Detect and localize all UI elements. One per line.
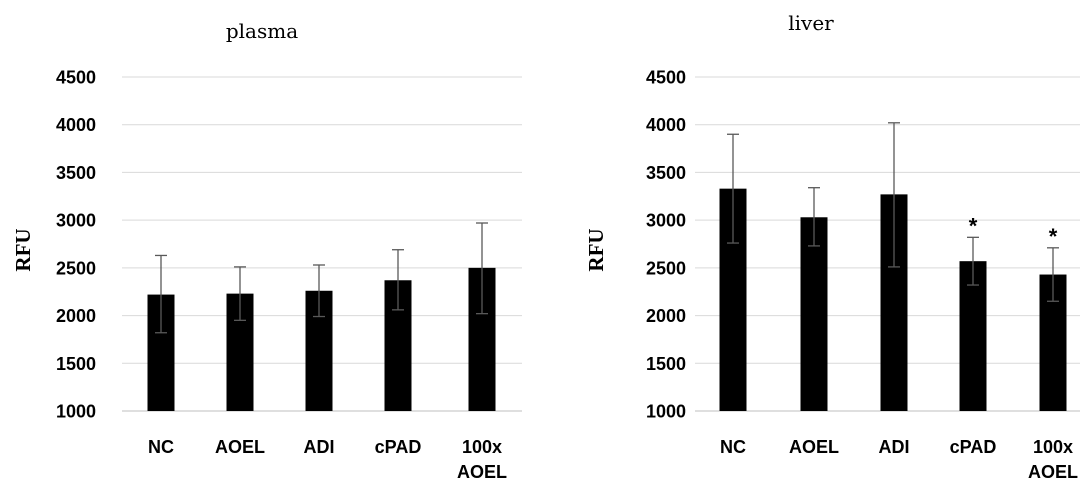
- bar: [800, 217, 828, 411]
- x-tick-label: AOEL: [1028, 462, 1078, 482]
- y-tick-label: 3500: [646, 163, 686, 183]
- y-tick-label: 3500: [56, 163, 96, 183]
- x-tick-label: AOEL: [215, 437, 265, 457]
- y-axis-label: RFU: [11, 228, 35, 271]
- x-tick-label: cPAD: [950, 437, 997, 457]
- significance-marker: *: [969, 213, 978, 238]
- x-tick-label: cPAD: [375, 437, 422, 457]
- y-tick-label: 1500: [56, 354, 96, 374]
- y-tick-label: 4500: [646, 68, 686, 88]
- chart-title: liver: [788, 11, 834, 35]
- bar: [959, 261, 987, 411]
- y-tick-label: 2000: [56, 306, 96, 326]
- x-tick-label: NC: [148, 437, 174, 457]
- x-tick-label: NC: [720, 437, 746, 457]
- y-tick-label: 4000: [56, 115, 96, 135]
- y-tick-label: 2500: [646, 258, 686, 278]
- y-tick-label: 4000: [646, 115, 686, 135]
- chart-title: plasma: [226, 19, 298, 43]
- y-tick-label: 2000: [646, 306, 686, 326]
- y-tick-label: 1000: [56, 402, 96, 422]
- y-axis-label: RFU: [584, 228, 608, 271]
- y-tick-label: 1000: [646, 402, 686, 422]
- y-tick-label: 3000: [56, 211, 96, 231]
- x-tick-label: AOEL: [457, 462, 507, 482]
- y-tick-label: 4500: [56, 68, 96, 88]
- y-tick-label: 3000: [646, 211, 686, 231]
- x-tick-label: ADI: [304, 437, 335, 457]
- x-tick-label: AOEL: [789, 437, 839, 457]
- x-tick-label: 100x: [1033, 437, 1073, 457]
- x-tick-label: ADI: [879, 437, 910, 457]
- x-tick-label: 100x: [462, 437, 502, 457]
- significance-marker: *: [1049, 224, 1058, 249]
- y-tick-label: 2500: [56, 258, 96, 278]
- y-tick-label: 1500: [646, 354, 686, 374]
